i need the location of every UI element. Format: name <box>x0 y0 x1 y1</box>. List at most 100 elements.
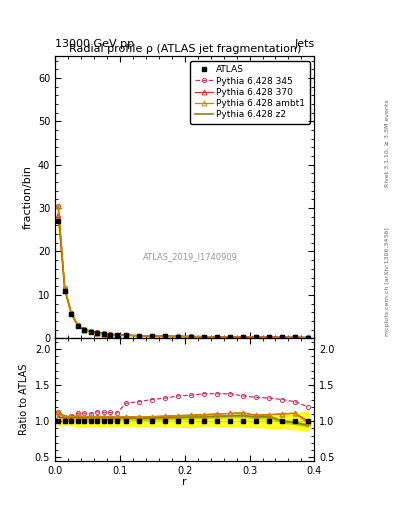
ATLAS <box>101 331 106 337</box>
Pythia 6.428 z2 <box>69 310 73 316</box>
Pythia 6.428 z2 <box>101 331 106 337</box>
Pythia 6.428 z2 <box>254 334 259 340</box>
X-axis label: r: r <box>182 477 187 487</box>
Pythia 6.428 370 <box>228 334 233 340</box>
Pythia 6.428 370 <box>267 334 272 340</box>
Pythia 6.428 345 <box>293 334 298 340</box>
ATLAS <box>189 334 194 340</box>
Pythia 6.428 ambt1 <box>293 334 298 340</box>
Pythia 6.428 345 <box>241 334 246 340</box>
Pythia 6.428 345 <box>189 333 194 339</box>
Pythia 6.428 345 <box>124 332 129 338</box>
Pythia 6.428 370 <box>137 333 142 339</box>
Pythia 6.428 z2 <box>215 334 220 340</box>
Pythia 6.428 370 <box>82 327 86 333</box>
Pythia 6.428 ambt1 <box>150 333 155 339</box>
Pythia 6.428 z2 <box>62 286 67 292</box>
Pythia 6.428 z2 <box>267 334 272 340</box>
Pythia 6.428 370 <box>150 333 155 339</box>
Line: ATLAS: ATLAS <box>56 219 310 340</box>
Line: Pythia 6.428 370: Pythia 6.428 370 <box>56 212 310 340</box>
Line: Pythia 6.428 z2: Pythia 6.428 z2 <box>58 207 308 337</box>
Pythia 6.428 345 <box>108 331 112 337</box>
Pythia 6.428 ambt1 <box>108 331 112 337</box>
Pythia 6.428 ambt1 <box>202 334 207 340</box>
Pythia 6.428 ambt1 <box>163 333 168 339</box>
Pythia 6.428 370 <box>189 333 194 339</box>
Pythia 6.428 345 <box>95 329 99 335</box>
Text: Rivet 3.1.10, ≥ 3.3M events: Rivet 3.1.10, ≥ 3.3M events <box>385 99 389 187</box>
Pythia 6.428 z2 <box>150 333 155 339</box>
Pythia 6.428 345 <box>56 203 61 209</box>
Pythia 6.428 370 <box>241 334 246 340</box>
ATLAS <box>69 311 73 317</box>
ATLAS <box>293 334 298 340</box>
ATLAS <box>88 329 93 335</box>
Pythia 6.428 z2 <box>293 334 298 340</box>
Pythia 6.428 ambt1 <box>280 334 285 340</box>
ATLAS <box>150 333 155 339</box>
Pythia 6.428 345 <box>150 333 155 339</box>
Pythia 6.428 z2 <box>228 334 233 340</box>
Pythia 6.428 345 <box>215 334 220 340</box>
Text: 13000 GeV pp: 13000 GeV pp <box>55 38 134 49</box>
Pythia 6.428 370 <box>62 287 67 293</box>
Pythia 6.428 345 <box>280 334 285 340</box>
Pythia 6.428 345 <box>163 333 168 339</box>
Pythia 6.428 z2 <box>189 333 194 339</box>
Pythia 6.428 z2 <box>114 332 119 338</box>
Pythia 6.428 ambt1 <box>101 331 106 337</box>
Pythia 6.428 370 <box>69 310 73 316</box>
Line: Pythia 6.428 ambt1: Pythia 6.428 ambt1 <box>56 203 310 340</box>
ATLAS <box>176 333 181 339</box>
Pythia 6.428 345 <box>176 333 181 339</box>
Pythia 6.428 370 <box>254 334 259 340</box>
Text: mcplots.cern.ch [arXiv:1306.3436]: mcplots.cern.ch [arXiv:1306.3436] <box>385 227 389 336</box>
Pythia 6.428 370 <box>75 323 80 329</box>
Pythia 6.428 370 <box>215 334 220 340</box>
Pythia 6.428 345 <box>82 326 86 332</box>
Legend: ATLAS, Pythia 6.428 345, Pythia 6.428 370, Pythia 6.428 ambt1, Pythia 6.428 z2: ATLAS, Pythia 6.428 345, Pythia 6.428 37… <box>190 61 310 124</box>
Pythia 6.428 z2 <box>280 334 285 340</box>
Pythia 6.428 345 <box>75 322 80 328</box>
Pythia 6.428 ambt1 <box>88 328 93 334</box>
Y-axis label: Ratio to ATLAS: Ratio to ATLAS <box>19 364 29 435</box>
ATLAS <box>75 323 80 329</box>
Pythia 6.428 ambt1 <box>56 203 61 209</box>
Pythia 6.428 370 <box>202 334 207 340</box>
Pythia 6.428 370 <box>95 330 99 336</box>
Title: Radial profile ρ (ATLAS jet fragmentation): Radial profile ρ (ATLAS jet fragmentatio… <box>68 44 301 54</box>
Pythia 6.428 370 <box>163 333 168 339</box>
Pythia 6.428 ambt1 <box>137 333 142 339</box>
Pythia 6.428 z2 <box>241 334 246 340</box>
Pythia 6.428 345 <box>88 328 93 334</box>
Pythia 6.428 z2 <box>176 333 181 339</box>
ATLAS <box>82 327 86 333</box>
Pythia 6.428 z2 <box>88 328 93 334</box>
Pythia 6.428 345 <box>202 333 207 339</box>
Pythia 6.428 345 <box>254 334 259 340</box>
Pythia 6.428 z2 <box>124 332 129 338</box>
Pythia 6.428 370 <box>124 332 129 338</box>
Pythia 6.428 ambt1 <box>75 322 80 328</box>
Pythia 6.428 345 <box>114 332 119 338</box>
ATLAS <box>56 218 61 224</box>
Pythia 6.428 370 <box>176 333 181 339</box>
ATLAS <box>114 332 119 338</box>
ATLAS <box>108 331 112 337</box>
Pythia 6.428 345 <box>62 285 67 291</box>
Pythia 6.428 z2 <box>108 331 112 337</box>
Pythia 6.428 ambt1 <box>62 285 67 291</box>
Pythia 6.428 345 <box>101 330 106 336</box>
Pythia 6.428 370 <box>108 331 112 337</box>
Pythia 6.428 ambt1 <box>82 326 86 332</box>
Pythia 6.428 370 <box>56 211 61 218</box>
Pythia 6.428 ambt1 <box>228 334 233 340</box>
Pythia 6.428 370 <box>88 328 93 334</box>
Pythia 6.428 z2 <box>75 322 80 328</box>
Pythia 6.428 345 <box>137 332 142 338</box>
ATLAS <box>124 332 129 338</box>
Pythia 6.428 345 <box>267 334 272 340</box>
Pythia 6.428 z2 <box>163 333 168 339</box>
ATLAS <box>95 330 99 336</box>
